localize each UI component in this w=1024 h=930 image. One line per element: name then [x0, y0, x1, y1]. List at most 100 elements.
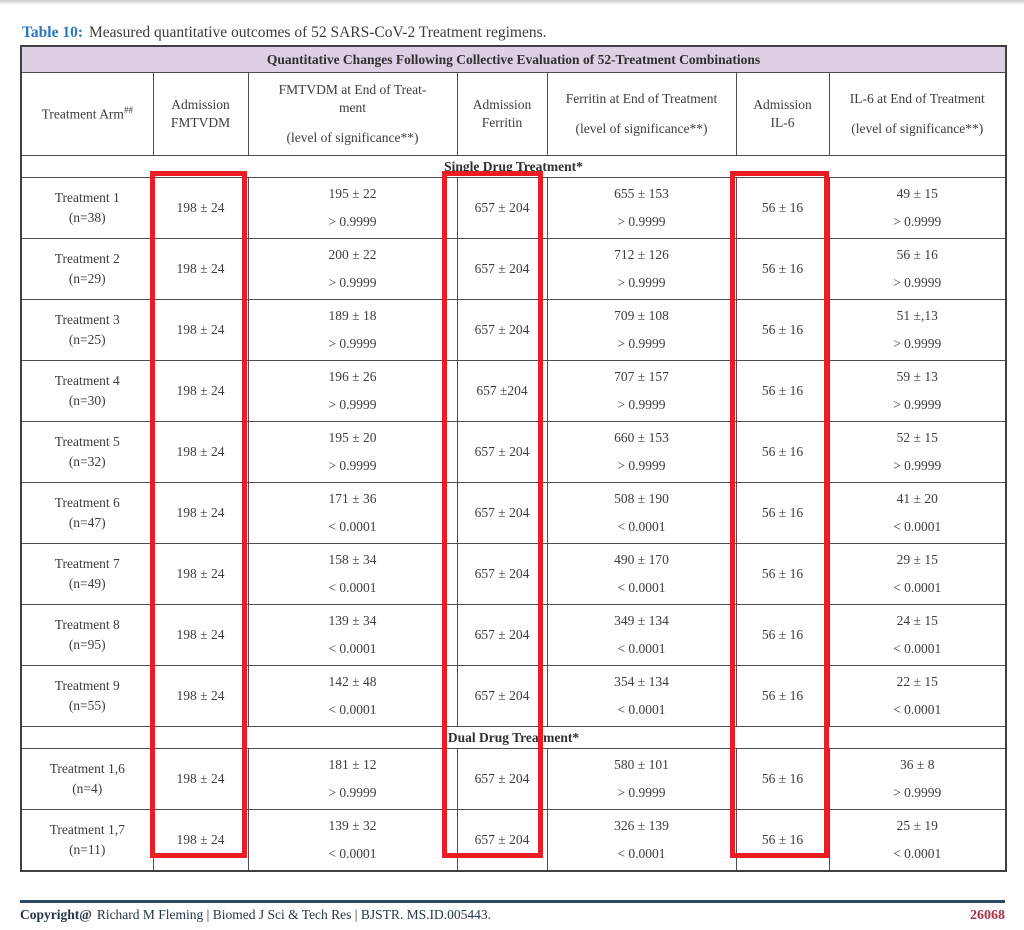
treatment-arm-n: (n=11): [69, 842, 106, 857]
cell-fmtvdm-end: 139 ± 32 < 0.0001: [247, 809, 458, 872]
cell-admission-ferritin: 657 ± 204: [456, 604, 548, 666]
table-caption-text: Measured quantitative outcomes of 52 SAR…: [89, 23, 547, 41]
cell-fmtvdm-end-significance: > 0.9999: [328, 214, 377, 229]
cell-ferritin-end-value: 712 ± 126: [614, 247, 669, 262]
cell-ferritin-end-value: 490 ± 170: [614, 552, 669, 567]
cell-ferritin-end: 712 ± 126 > 0.9999: [546, 238, 737, 300]
header-line: Admission: [171, 96, 230, 112]
header-line: IL-6: [770, 115, 795, 130]
cell-fmtvdm-end-significance: < 0.0001: [328, 641, 377, 656]
cell-ferritin-end: 349 ± 134 < 0.0001: [546, 604, 737, 666]
copyright-label: Copyright@: [20, 907, 92, 922]
cell-ferritin-end-value: 660 ± 153: [614, 430, 669, 445]
cell-treatment-arm: Treatment 6 (n=47): [20, 482, 154, 544]
column-header-fmtvdm-end: FMTVDM at End of Treat-ment (level of si…: [247, 72, 458, 156]
header-significance-note: (level of significance**): [851, 120, 984, 136]
cell-il6-end-value: 59 ± 13: [896, 369, 938, 384]
cell-ferritin-end-stack: 326 ± 139 < 0.0001: [548, 810, 736, 870]
cell-admission-ferritin: 657 ± 204: [456, 543, 548, 605]
cell-il6-end: 52 ± 15 > 0.9999: [828, 421, 1007, 483]
cell-admission-ferritin-value: 657 ± 204: [474, 444, 530, 459]
cell-ferritin-end-value: 349 ± 134: [614, 613, 669, 628]
cell-admission-fmtvdm: 198 ± 24: [152, 604, 249, 666]
cell-ferritin-end-significance: < 0.0001: [617, 846, 666, 861]
table-row: Treatment 9 (n=55) 198 ± 24 142 ± 48 < 0.000…: [20, 665, 1007, 727]
cell-ferritin-end-significance: > 0.9999: [617, 458, 666, 473]
cell-admission-ferritin: 657 ± 204: [456, 665, 548, 727]
treatment-arm-n: (n=4): [72, 781, 103, 796]
treatment-arm-n: (n=38): [68, 210, 106, 225]
cell-fmtvdm-end-significance: > 0.9999: [328, 397, 377, 412]
cell-fmtvdm-end-stack: 196 ± 26 > 0.9999: [249, 361, 457, 421]
cell-treatment-arm: Treatment 8 (n=95): [20, 604, 154, 666]
cell-il6-end-stack: 52 ± 15 > 0.9999: [830, 422, 1006, 482]
cell-fmtvdm-end-value: 181 ± 12: [328, 757, 377, 772]
treatment-arm-n: (n=32): [68, 454, 106, 469]
cell-il6-end-significance: < 0.0001: [893, 580, 942, 595]
cell-ferritin-end-significance: < 0.0001: [617, 702, 666, 717]
cell-admission-fmtvdm: 198 ± 24: [152, 482, 249, 544]
cell-il6-end: 29 ± 15 < 0.0001: [828, 543, 1007, 605]
cell-fmtvdm-end-stack: 171 ± 36 < 0.0001: [249, 483, 457, 543]
cell-fmtvdm-end-significance: < 0.0001: [328, 702, 377, 717]
cell-admission-fmtvdm-value: 198 ± 24: [176, 832, 225, 847]
cell-fmtvdm-end: 195 ± 20 > 0.9999: [247, 421, 458, 483]
table-banner: Quantitative Changes Following Collectiv…: [20, 45, 1007, 73]
cell-il6-end-value: 49 ± 15: [896, 186, 938, 201]
header-significance-note: (level of significance**): [286, 129, 419, 145]
page-number: 26068: [970, 908, 1005, 923]
cell-admission-il6: 56 ± 16: [735, 299, 830, 361]
table-banner-row: Quantitative Changes Following Collectiv…: [20, 45, 1007, 73]
cell-il6-end-stack: 51 ±,13 > 0.9999: [830, 300, 1006, 360]
cell-admission-ferritin-value: 657 ± 204: [474, 688, 530, 703]
column-header-ferritin-end: Ferritin at End of Treatment (level of s…: [546, 72, 737, 156]
cell-fmtvdm-end-stack: 195 ± 20 > 0.9999: [249, 422, 457, 482]
cell-ferritin-end: 490 ± 170 < 0.0001: [546, 543, 737, 605]
header-line: FMTVDM at End of Treat-ment: [278, 82, 427, 116]
cell-admission-il6: 56 ± 16: [735, 665, 830, 727]
cell-fmtvdm-end-stack: 158 ± 34 < 0.0001: [249, 544, 457, 604]
cell-ferritin-end-value: 326 ± 139: [614, 818, 669, 833]
highlight-box-admission-ferritin: [442, 171, 543, 858]
cell-il6-end-significance: > 0.9999: [893, 275, 942, 290]
cell-il6-end: 59 ± 13 > 0.9999: [828, 360, 1007, 422]
cell-treatment-arm: Treatment 4 (n=30): [20, 360, 154, 422]
cell-admission-ferritin-value: 657 ± 204: [474, 771, 530, 786]
cell-ferritin-end-value: 354 ± 134: [614, 674, 669, 689]
treatment-arm-name: Treatment 9: [54, 678, 120, 694]
cell-il6-end: 24 ± 15 < 0.0001: [828, 604, 1007, 666]
cell-ferritin-end: 508 ± 190 < 0.0001: [546, 482, 737, 544]
cell-ferritin-end-stack: 707 ± 157 > 0.9999: [548, 361, 736, 421]
cell-il6-end-value: 22 ± 15: [896, 674, 938, 689]
copyright-body: Richard M Fleming | Biomed J Sci & Tech …: [96, 907, 492, 922]
treatment-arm-name: Treatment 3: [54, 312, 120, 328]
table-row: Treatment 5 (n=32) 198 ± 24 195 ± 20 > 0.999…: [20, 421, 1007, 483]
cell-admission-fmtvdm: 198 ± 24: [152, 748, 249, 810]
cell-fmtvdm-end-value: 200 ± 22: [328, 247, 377, 262]
cell-admission-ferritin-value: 657 ± 204: [474, 627, 530, 642]
header-line: IL-6 at End of Treatment: [849, 91, 985, 107]
cell-ferritin-end-stack: 354 ± 134 < 0.0001: [548, 666, 736, 726]
cell-fmtvdm-end-stack: 142 ± 48 < 0.0001: [249, 666, 457, 726]
treatment-arm-footnote-marker: ##: [123, 105, 133, 116]
cell-admission-fmtvdm-value: 198 ± 24: [176, 566, 225, 581]
cell-admission-fmtvdm: 198 ± 24: [152, 238, 249, 300]
cell-ferritin-end-significance: < 0.0001: [617, 519, 666, 534]
cell-fmtvdm-end: 142 ± 48 < 0.0001: [247, 665, 458, 727]
cell-treatment-arm: Treatment 7 (n=49): [20, 543, 154, 605]
cell-admission-il6-value: 56 ± 16: [761, 444, 804, 459]
header-significance-note: (level of significance**): [575, 120, 708, 136]
cell-fmtvdm-end-significance: < 0.0001: [328, 580, 377, 595]
cell-admission-il6-value: 56 ± 16: [761, 627, 804, 642]
header-line: FMTVDM: [170, 115, 231, 130]
cell-ferritin-end: 655 ± 153 > 0.9999: [546, 177, 737, 239]
cell-admission-fmtvdm: 198 ± 24: [152, 665, 249, 727]
cell-ferritin-end-value: 580 ± 101: [614, 757, 669, 772]
cell-il6-end: 51 ±,13 > 0.9999: [828, 299, 1007, 361]
cell-il6-end-significance: < 0.0001: [893, 519, 942, 534]
cell-ferritin-end-value: 508 ± 190: [614, 491, 669, 506]
table-row: Treatment 4 (n=30) 198 ± 24 196 ± 26 > 0.999…: [20, 360, 1007, 422]
cell-il6-end: 25 ± 19 < 0.0001: [828, 809, 1007, 872]
cell-admission-fmtvdm-value: 198 ± 24: [176, 771, 225, 786]
treatment-arm-n: (n=95): [68, 637, 106, 652]
